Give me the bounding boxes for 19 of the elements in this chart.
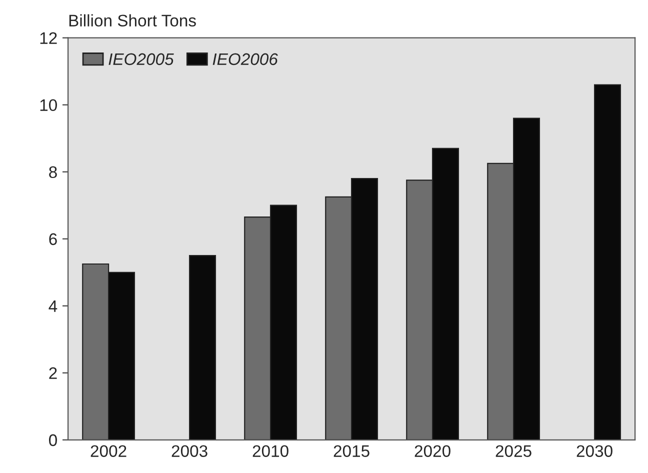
- x-tick-label: 2010: [252, 445, 288, 457]
- y-tick-label: 8: [49, 166, 57, 178]
- legend-label: IEO2006: [212, 53, 278, 66]
- x-tick-label: 2003: [172, 445, 208, 457]
- bar: [188, 255, 216, 440]
- legend-label: IEO2005: [108, 53, 174, 66]
- y-tick-label: 6: [49, 233, 57, 246]
- y-tick-label: 2: [49, 367, 57, 379]
- x-tick-label: 2025: [496, 445, 532, 457]
- y-tick-label: 0: [49, 434, 57, 446]
- x-tick-label: 2030: [576, 445, 612, 457]
- y-tick-label: 10: [40, 99, 57, 112]
- x-tick-label: 2002: [90, 445, 126, 457]
- bar: [594, 84, 622, 440]
- y-axis-title: Billion Short Tons: [69, 14, 196, 27]
- y-tick-label: 12: [40, 32, 57, 44]
- x-tick-label: 2020: [414, 445, 450, 457]
- y-tick-label: 4: [48, 300, 58, 312]
- x-tick-label: 2015: [334, 445, 370, 457]
